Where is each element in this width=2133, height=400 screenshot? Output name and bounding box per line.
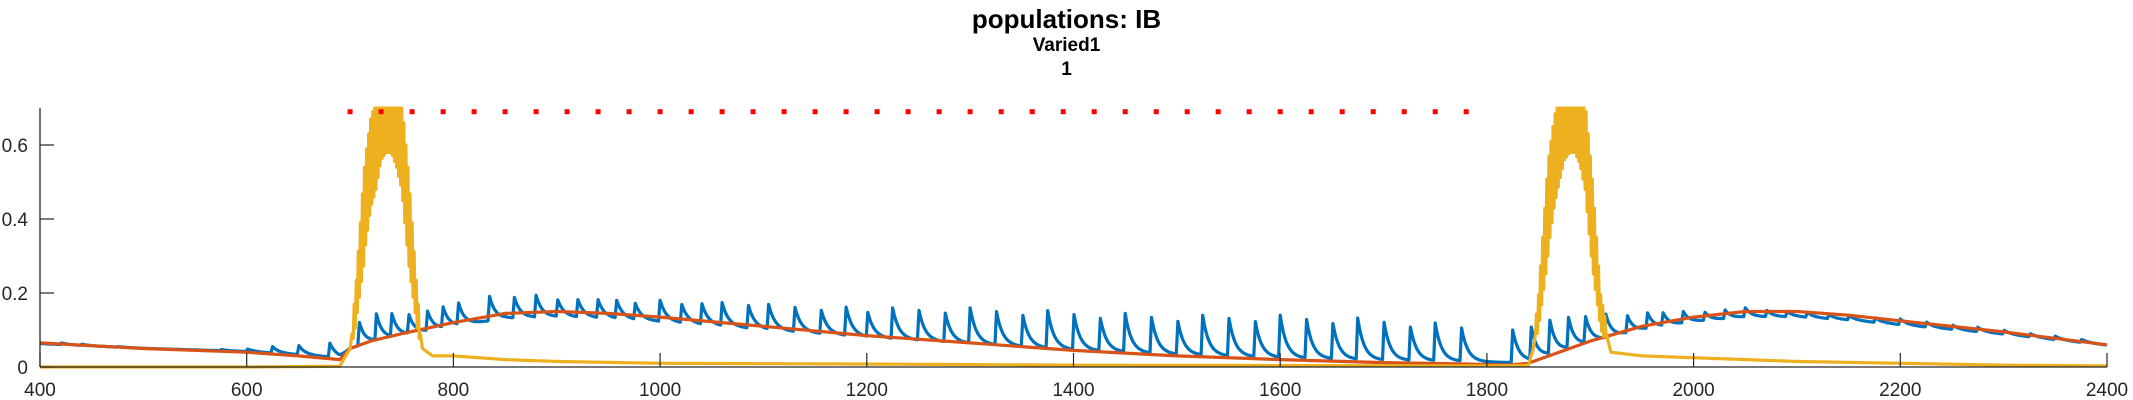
marker-dot-14: [781, 109, 787, 115]
marker-dot-7: [564, 109, 570, 115]
x-tick-label-400: 400: [24, 380, 56, 400]
marker-dot-19: [936, 109, 942, 115]
marker-dot-12: [719, 109, 725, 115]
x-tick-label-1600: 1600: [1259, 380, 1301, 400]
marker-dot-20: [967, 109, 973, 115]
marker-dot-15: [812, 109, 818, 115]
marker-dot-11: [688, 109, 694, 115]
marker-dot-5: [502, 109, 508, 115]
chart-subtitle-2: 1: [1061, 59, 1072, 80]
marker-dot-29: [1246, 109, 1252, 115]
marker-dot-34: [1401, 109, 1407, 115]
marker-dot-6: [533, 109, 539, 115]
title-block: populations: IB Varied1 1: [0, 4, 2133, 82]
x-tick-label-2000: 2000: [1672, 380, 1714, 400]
axes-group: 400 600 800 1000 1200 1400 1600 1800 2000 2200 240…: [2, 108, 2128, 400]
series-line-blue: [39, 293, 2107, 364]
y-tick-label-1: 0.2: [2, 284, 28, 305]
marker-dot-8: [595, 109, 601, 115]
marker-dot-31: [1308, 109, 1314, 115]
marker-dot-24: [1091, 109, 1097, 115]
marker-dot-25: [1122, 109, 1128, 115]
marker-dot-21: [998, 109, 1004, 115]
marker-dot-36: [1463, 109, 1469, 115]
x-tick-label-1200: 1200: [846, 380, 888, 400]
marker-dot-10: [657, 109, 663, 115]
x-tick-label-1400: 1400: [1052, 380, 1094, 400]
x-tick-label-800: 800: [438, 380, 470, 400]
y-tick-label-0: 0: [17, 358, 28, 379]
y-tick-label-2: 0.4: [2, 210, 29, 231]
marker-dot-13: [750, 109, 756, 115]
marker-dot-33: [1370, 109, 1376, 115]
x-tick-label-1800: 1800: [1466, 380, 1508, 400]
x-tick-label-2200: 2200: [1879, 380, 1921, 400]
marker-group: [347, 109, 1469, 115]
x-tick-label-600: 600: [231, 380, 263, 400]
marker-dot-9: [626, 109, 632, 115]
marker-dot-2: [409, 109, 415, 115]
marker-dot-22: [1029, 109, 1035, 115]
marker-dot-23: [1060, 109, 1066, 115]
marker-dot-26: [1153, 109, 1159, 115]
marker-dot-30: [1277, 109, 1283, 115]
marker-dot-1: [378, 109, 384, 115]
marker-dot-35: [1432, 109, 1438, 115]
x-tick-label-1000: 1000: [639, 380, 681, 400]
x-tick-label-2400: 2400: [2086, 380, 2128, 400]
chart-subtitle-1: Varied1: [1032, 35, 1101, 56]
marker-dot-27: [1184, 109, 1190, 115]
series-group: [39, 106, 2108, 369]
marker-dot-3: [440, 109, 446, 115]
marker-dot-16: [843, 109, 849, 115]
marker-dot-18: [905, 109, 911, 115]
marker-dot-17: [874, 109, 880, 115]
marker-dot-32: [1339, 109, 1345, 115]
y-tick-label-3: 0.6: [2, 136, 28, 157]
chart-title: populations: IB: [971, 4, 1162, 34]
marker-dot-4: [471, 109, 477, 115]
series-line-orange: [39, 309, 2108, 367]
marker-dot-28: [1215, 109, 1221, 115]
marker-dot-0: [347, 109, 353, 115]
